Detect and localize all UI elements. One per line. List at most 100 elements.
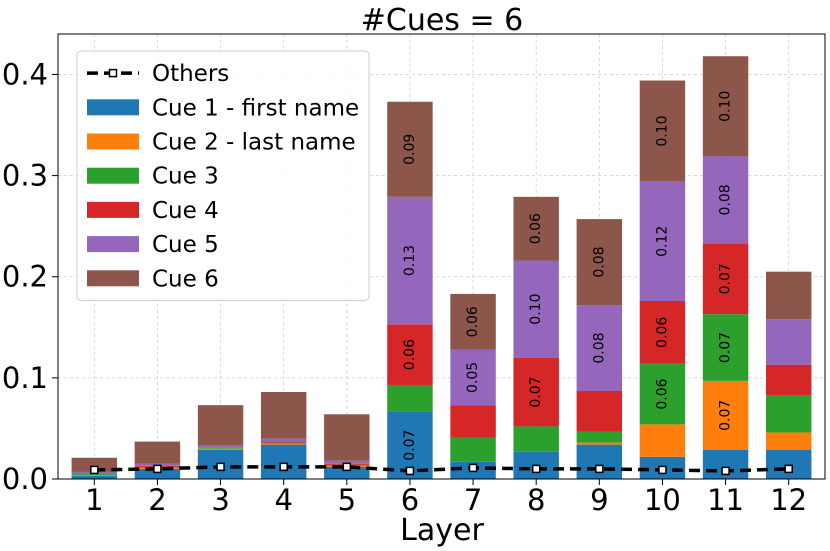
data-label: 0.08 (718, 184, 734, 215)
others-marker (531, 464, 541, 474)
bar-segment (324, 414, 370, 461)
bar-segment (576, 219, 623, 306)
bar-segment (387, 324, 433, 385)
data-label: 0.10 (654, 116, 670, 147)
bar-segment (260, 442, 307, 444)
x-tick-label: 2 (148, 483, 166, 517)
x-tick-label: 1 (85, 483, 103, 517)
data-label: 0.12 (654, 226, 670, 257)
legend-swatch (87, 133, 139, 150)
others-marker (216, 462, 225, 472)
bar-segment (324, 460, 370, 464)
y-tick-label: 0.2 (2, 260, 48, 294)
x-tick-label: 5 (338, 483, 356, 517)
data-label: 0.07 (528, 376, 544, 407)
bar-segment (513, 260, 559, 358)
bar-segment (576, 391, 623, 432)
x-tick-label: 9 (590, 483, 608, 517)
data-label: 0.07 (718, 263, 734, 294)
legend-box (76, 50, 370, 301)
legend-label: Cue 1 - first name (152, 95, 359, 121)
legend-swatch (87, 99, 139, 116)
bar-segment (260, 441, 307, 443)
bar-segment (639, 424, 686, 457)
data-label: 0.05 (465, 362, 481, 393)
bar-segment (71, 475, 118, 479)
bar-segment (387, 196, 433, 325)
bar-segment (576, 305, 623, 392)
others-marker (595, 464, 604, 474)
others-line (90, 462, 793, 476)
bar-segment (197, 447, 244, 449)
legend-marker-others (108, 68, 118, 78)
x-tick-label: 8 (527, 483, 545, 517)
data-label: 0.06 (654, 317, 670, 348)
bar-segment (324, 466, 370, 479)
x-tick-label: 10 (644, 483, 681, 517)
bar-segment (450, 437, 496, 462)
legend-label: Others (152, 61, 229, 87)
data-label: 0.06 (465, 306, 481, 337)
bar-segment (702, 156, 749, 244)
bar-segment (702, 56, 749, 157)
legend-label: Cue 2 - last name (152, 130, 356, 156)
legend-label: Cue 6 (152, 266, 219, 292)
legend-swatch (87, 236, 139, 253)
others-marker (405, 466, 415, 476)
bar-segment (197, 445, 244, 448)
bar-segment (765, 449, 812, 479)
others-marker (784, 464, 793, 474)
bar-segment (197, 405, 244, 446)
legend-label: Cue 3 (152, 164, 219, 190)
bar-segment (450, 293, 496, 350)
data-label: 0.10 (718, 91, 734, 122)
bar-segment (71, 474, 118, 476)
data-label: 0.07 (402, 430, 418, 461)
others-marker (342, 462, 352, 472)
data-label: 0.06 (402, 339, 418, 370)
bars (71, 56, 812, 479)
legend-swatch (87, 167, 139, 184)
x-tick-label: 11 (707, 483, 744, 517)
axis-ticks: 0.00.10.20.30.41 2 3 4 5 6 7 8 9 10 11 12 (2, 57, 807, 517)
bar-segment (71, 473, 118, 475)
others-marker (90, 465, 99, 475)
bar-segment (450, 349, 496, 406)
plot-frame (57, 33, 826, 480)
bar-segment (134, 441, 181, 464)
data-label: 0.13 (402, 245, 418, 276)
bar-segment (513, 196, 559, 261)
data-labels: 0.07 0.06 0.13 0.09 0.05 0.06 0.07 0.10 0.06 0.08… (402, 91, 734, 461)
bar-segment (765, 395, 812, 433)
data-label: 0.08 (591, 246, 607, 277)
y-tick-label: 0.1 (2, 361, 48, 395)
y-tick-label: 0.4 (2, 57, 48, 91)
bar-segment (765, 364, 812, 396)
legend-swatch (87, 201, 139, 218)
bar-segment (197, 448, 244, 450)
bar-segment (639, 181, 686, 301)
legend-label: Cue 4 (152, 198, 219, 224)
bar-segment (260, 392, 307, 439)
bar-segment (765, 319, 812, 365)
bar-segment (702, 314, 749, 381)
legend: Others Cue 1 - first name Cue 2 - last nam… (76, 50, 370, 301)
bar-segment (260, 444, 307, 479)
bar-segment (639, 80, 686, 182)
data-label: 0.06 (528, 213, 544, 244)
others-marker (153, 464, 162, 474)
bar-segment (71, 457, 118, 472)
bar-segment (450, 405, 496, 438)
bar-segment (134, 468, 181, 479)
others-marker (468, 463, 478, 473)
bar-segment (639, 363, 686, 425)
bar-segment (639, 301, 686, 364)
legend-swatch (87, 270, 139, 287)
chart-title: #Cues = 6 (361, 3, 523, 38)
bar-segment (513, 357, 559, 427)
bar-segment (260, 443, 307, 445)
data-label: 0.07 (718, 400, 734, 431)
bar-segment (260, 438, 307, 442)
bar-segment (765, 432, 812, 450)
data-label: 0.09 (402, 134, 418, 165)
